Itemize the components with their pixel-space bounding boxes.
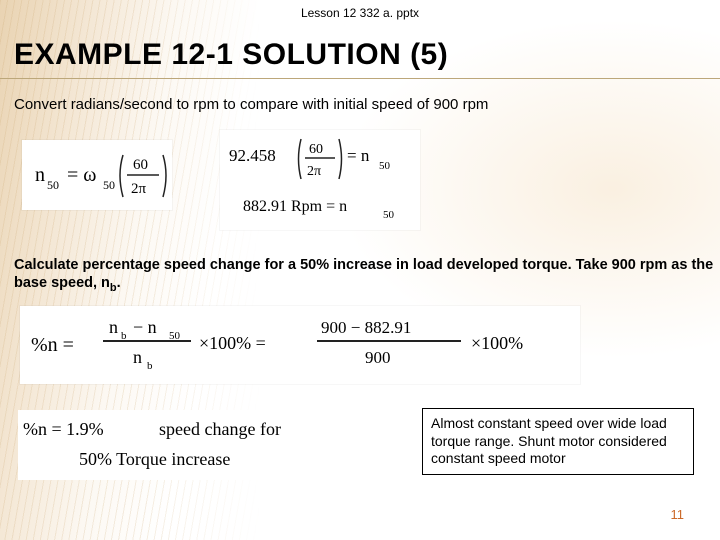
paragraph-2: Calculate percentage speed change for a … [14, 256, 720, 296]
svg-text:×100%: ×100% [471, 333, 523, 353]
svg-text:− n: − n [133, 317, 157, 337]
handwriting-eq-2: 92.458 60 2π = n 50 882.91 Rpm = n 50 [220, 130, 420, 230]
svg-text:%n = 1.9%: %n = 1.9% [23, 419, 104, 439]
svg-text:n: n [133, 347, 142, 367]
svg-text:2π: 2π [131, 181, 147, 197]
svg-text:×100% =: ×100% = [199, 333, 266, 353]
svg-text:2π: 2π [307, 164, 321, 179]
svg-text:50% Torque increase: 50% Torque increase [79, 449, 230, 469]
svg-text:60: 60 [133, 157, 148, 173]
handwriting-eq-4: %n = 1.9% speed change for 50% Torque in… [18, 410, 398, 480]
svg-text:b: b [147, 360, 153, 372]
svg-text:50: 50 [103, 178, 115, 192]
handwriting-eq-1: n 50 = ω 50 60 2π [22, 140, 172, 210]
svg-text:n: n [109, 317, 118, 337]
svg-text:50: 50 [47, 178, 59, 192]
svg-text:= n: = n [347, 146, 370, 165]
note-box: Almost constant speed over wide load tor… [422, 408, 694, 475]
svg-text:50: 50 [383, 209, 395, 221]
file-label: Lesson 12 332 a. pptx [0, 6, 720, 20]
svg-text:900: 900 [365, 348, 391, 367]
paragraph-1: Convert radians/second to rpm to compare… [14, 96, 712, 115]
handwriting-eq-3: %n = n b − n 50 n b ×100% = 900 − 882.91… [20, 306, 580, 384]
svg-text:speed change for: speed change for [159, 419, 281, 439]
slide-title: EXAMPLE 12-1 SOLUTION (5) [14, 38, 720, 72]
paragraph-2-sub: b [110, 282, 117, 294]
paragraph-2-post: . [117, 275, 121, 291]
svg-text:882.91 Rpm = n: 882.91 Rpm = n [243, 198, 347, 215]
svg-text:60: 60 [309, 142, 323, 157]
page-number: 11 [671, 507, 685, 522]
svg-text:900 − 882.91: 900 − 882.91 [321, 318, 411, 337]
svg-text:50: 50 [379, 160, 391, 172]
svg-text:%n =: %n = [31, 334, 74, 356]
title-underline [0, 78, 720, 79]
svg-text:92.458: 92.458 [229, 146, 276, 165]
svg-text:= ω: = ω [67, 164, 96, 186]
svg-text:n: n [35, 164, 45, 186]
